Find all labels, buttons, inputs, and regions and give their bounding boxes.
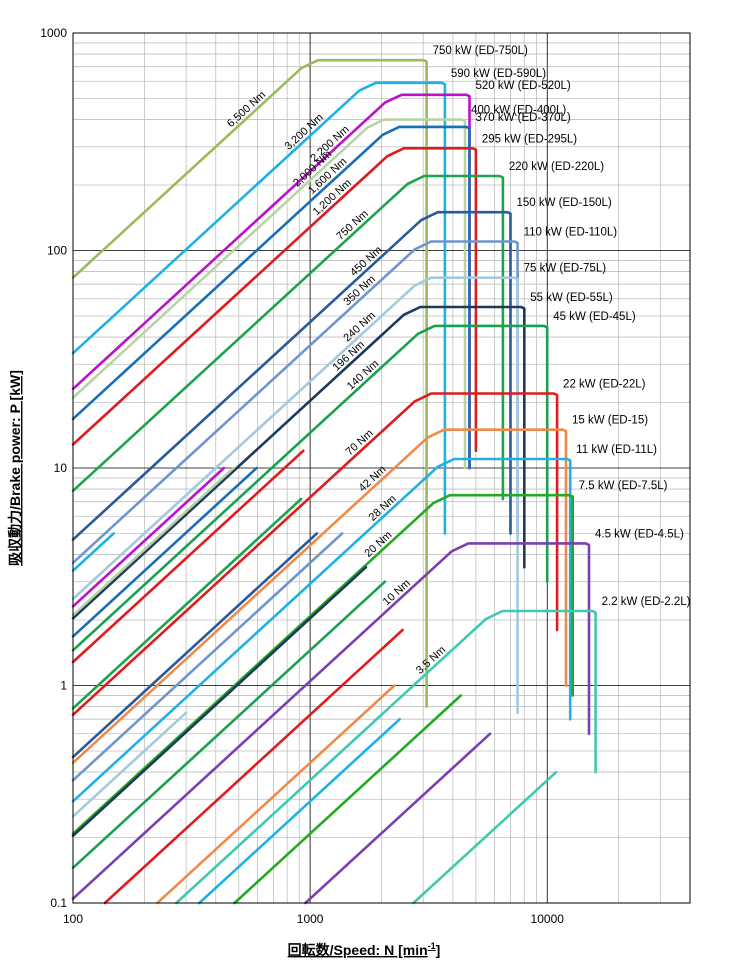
- series-line: [175, 609, 597, 905]
- series-line: [71, 392, 559, 717]
- model-label: 220 kW (ED-220L): [509, 161, 604, 173]
- series-line: [71, 276, 519, 714]
- series-line-low: [71, 497, 303, 710]
- model-label: 15 kW (ED-15): [572, 415, 648, 427]
- series-line: [71, 457, 572, 803]
- model-label: 75 kW (ED-75L): [524, 263, 607, 275]
- x-tick-label: 10000: [531, 912, 565, 926]
- power-curves: [71, 58, 597, 905]
- plot-frame: [72, 32, 691, 904]
- series-line-low: [233, 694, 463, 905]
- model-label: 22 kW (ED-22L): [563, 379, 646, 391]
- series-line: [71, 58, 428, 708]
- series-line: [71, 305, 526, 620]
- model-label: 110 kW (ED-110L): [524, 226, 618, 238]
- model-label: 55 kW (ED-55L): [530, 292, 613, 304]
- x-tick-label: 100: [63, 912, 83, 926]
- series-line-low: [304, 732, 492, 905]
- y-tick-label: 1: [60, 679, 67, 693]
- series-line: [71, 147, 478, 453]
- series-line-low: [71, 466, 258, 638]
- y-tick-label: 10: [54, 461, 68, 475]
- series-line-low: [71, 580, 387, 870]
- series-line: [71, 324, 549, 652]
- model-label: 400 kW (ED-400L): [471, 105, 566, 117]
- model-label: 4.5 kW (ED-4.5L): [595, 528, 684, 540]
- model-label: 2.2 kW (ED-2.2L): [602, 596, 691, 608]
- series-line: [71, 81, 447, 535]
- y-tick-label: 1000: [40, 26, 67, 40]
- series-line-low: [103, 628, 404, 905]
- series-line-low: [71, 532, 115, 572]
- model-label: 11 kW (ED-11L): [576, 444, 657, 456]
- series-line: [71, 428, 568, 765]
- series-line-low: [71, 565, 368, 838]
- series-line: [71, 493, 574, 835]
- y-axis-title: 吸収動力/Brake power: P [kW]: [7, 370, 23, 566]
- model-labels: 750 kW (ED-750L) 590 kW (ED-590L)520 kW (…: [433, 45, 691, 608]
- series-line: [71, 210, 512, 541]
- model-label: 7.5 kW (ED-7.5L): [579, 480, 668, 492]
- series-line: [71, 125, 471, 470]
- series-line-low: [71, 532, 344, 782]
- model-label: 150 kW (ED-150L): [517, 197, 612, 209]
- series-line-low: [412, 770, 558, 905]
- y-tick-label: 100: [47, 244, 67, 258]
- series-line: [71, 174, 505, 501]
- x-axis-title: 回転数/Speed: N [min-1]: [288, 941, 441, 958]
- model-label: 590 kW (ED-590L): [451, 68, 546, 80]
- y-tick-label: 0.1: [50, 896, 67, 910]
- series-line-low: [71, 532, 319, 759]
- x-tick-label: 1000: [297, 912, 324, 926]
- x-axis-ticks: 100 1000 10000: [63, 912, 564, 926]
- series-line: [71, 542, 591, 900]
- model-label: 295 kW (ED-295L): [482, 133, 577, 145]
- series-line: [71, 118, 467, 470]
- model-label: 520 kW (ED-520L): [475, 80, 570, 92]
- series-line-low: [156, 684, 396, 905]
- series-line-low: [71, 466, 226, 608]
- series-line-low: [198, 717, 401, 905]
- series-line-low: [71, 449, 305, 664]
- model-label: 750 kW (ED-750L): [433, 45, 528, 57]
- series-line-low: [71, 466, 235, 617]
- y-axis-ticks: 0.1 1 10 100 1000: [40, 26, 67, 910]
- model-label: 370 kW (ED-370L): [475, 112, 570, 124]
- series-line-low: [71, 711, 188, 818]
- model-label: 45 kW (ED-45L): [553, 311, 636, 323]
